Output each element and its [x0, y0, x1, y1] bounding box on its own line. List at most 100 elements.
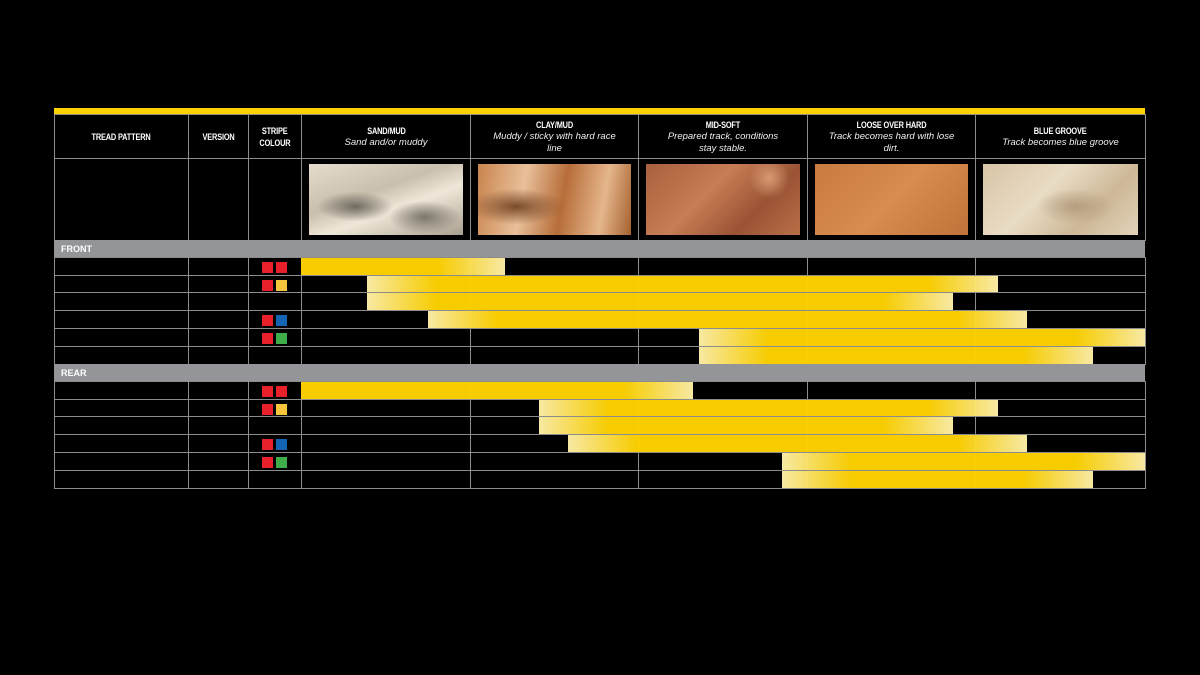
terrain-cell — [301, 416, 471, 435]
stripe-colour-cell — [248, 434, 302, 453]
stripe-swatch — [262, 333, 273, 344]
tread-pattern-cell — [54, 310, 189, 329]
terrain-title: LOOSE OVER HARD — [856, 119, 927, 130]
empty-cell — [248, 158, 302, 241]
stripe-swatch — [276, 333, 287, 344]
suitability-bar — [427, 311, 1027, 328]
suitability-bar — [539, 400, 999, 417]
sand-photo — [309, 164, 463, 235]
stripe-swatch — [262, 262, 273, 273]
terrain-image-cell — [975, 158, 1146, 241]
stripe-swatch — [262, 280, 273, 291]
terrain-cell — [638, 257, 808, 276]
stripe-swatch — [276, 280, 287, 291]
header-terrain: BLUE GROOVE Track becomes blue groove — [975, 114, 1146, 159]
tread-pattern-cell — [54, 452, 189, 471]
terrain-cell — [470, 346, 639, 365]
tread-pattern-cell — [54, 381, 189, 400]
mid-soft-photo — [646, 164, 800, 235]
stripe-swatch — [262, 404, 273, 415]
blue-groove-photo — [983, 164, 1138, 235]
version-cell — [188, 346, 249, 365]
version-cell — [188, 381, 249, 400]
suitability-bar — [567, 435, 1027, 452]
suitability-bar — [301, 382, 693, 399]
header-stripe-colour: STRIPE COLOUR — [248, 114, 302, 159]
version-cell — [188, 310, 249, 329]
tread-pattern-cell — [54, 257, 189, 276]
stripe-swatch — [276, 262, 287, 273]
version-cell — [188, 292, 249, 311]
terrain-title: MID-SOFT — [705, 119, 741, 130]
terrain-cell — [975, 257, 1146, 276]
terrain-cell — [975, 416, 1146, 435]
terrain-cell — [301, 452, 471, 471]
terrain-subtitle: Track becomes hard with lose dirt. — [828, 130, 955, 154]
suitability-bar — [366, 293, 953, 310]
header-terrain: CLAY/MUD Muddy / sticky with hard race li… — [470, 114, 639, 159]
tread-pattern-cell — [54, 346, 189, 365]
suitability-bar — [366, 276, 999, 293]
tread-pattern-cell — [54, 470, 189, 489]
terrain-subtitle: Track becomes blue groove — [1002, 136, 1119, 148]
terrain-subtitle: Muddy / sticky with hard race line — [493, 130, 616, 154]
version-cell — [188, 328, 249, 347]
clay-photo — [478, 164, 631, 235]
stripe-swatch — [276, 439, 287, 450]
header-version: VERSION — [188, 114, 249, 159]
terrain-cell — [301, 470, 471, 489]
stripe-swatch — [262, 386, 273, 397]
stripe-colour-cell — [248, 292, 302, 311]
terrain-image-cell — [301, 158, 471, 241]
terrain-cell — [470, 470, 639, 489]
terrain-cell — [975, 381, 1146, 400]
stripe-swatch — [262, 457, 273, 468]
terrain-title: SAND/MUD — [366, 125, 406, 136]
header-label: TREAD PATTERN — [91, 131, 152, 142]
terrain-subtitle: Prepared track, conditions stay stable. — [667, 130, 779, 154]
section-header: REAR — [54, 364, 1145, 381]
stripe-colour-cell — [248, 257, 302, 276]
stripe-colour-cell — [248, 310, 302, 329]
suitability-bar — [301, 258, 506, 275]
tread-pattern-cell — [54, 328, 189, 347]
stripe-swatch — [276, 315, 287, 326]
header-terrain: SAND/MUD Sand and/or muddy — [301, 114, 471, 159]
accent-bar — [54, 108, 1145, 114]
suitability-bar — [539, 417, 953, 434]
header-label: VERSION — [202, 131, 235, 142]
stripe-colour-cell — [248, 452, 302, 471]
stripe-colour-cell — [248, 346, 302, 365]
terrain-cell — [301, 328, 471, 347]
stripe-swatch — [276, 404, 287, 415]
stripe-colour-cell — [248, 416, 302, 435]
header-terrain: MID-SOFT Prepared track, conditions stay … — [638, 114, 808, 159]
tread-pattern-cell — [54, 292, 189, 311]
loose-photo — [815, 164, 968, 235]
stripe-colour-cell — [248, 470, 302, 489]
terrain-image-cell — [470, 158, 639, 241]
stripe-colour-cell — [248, 381, 302, 400]
tread-pattern-cell — [54, 416, 189, 435]
header-label: STRIPE — [262, 125, 288, 136]
suitability-bar — [782, 453, 1145, 470]
empty-cell — [54, 158, 189, 241]
suitability-bar — [699, 329, 1145, 346]
terrain-title: CLAY/MUD — [536, 119, 573, 130]
terrain-cell — [807, 257, 976, 276]
terrain-cell — [975, 292, 1146, 311]
terrain-title: BLUE GROOVE — [1034, 125, 1087, 136]
tread-pattern-cell — [54, 434, 189, 453]
terrain-cell — [470, 328, 639, 347]
header-terrain: LOOSE OVER HARD Track becomes hard with l… — [807, 114, 976, 159]
terrain-cell — [301, 434, 471, 453]
header-tread-pattern: TREAD PATTERN — [54, 114, 189, 159]
version-cell — [188, 416, 249, 435]
suitability-bar — [782, 471, 1093, 488]
suitability-bar — [699, 347, 1093, 364]
section-header: FRONT — [54, 240, 1145, 257]
stripe-colour-cell — [248, 328, 302, 347]
terrain-cell — [301, 346, 471, 365]
terrain-cell — [807, 381, 976, 400]
stripe-swatch — [276, 457, 287, 468]
